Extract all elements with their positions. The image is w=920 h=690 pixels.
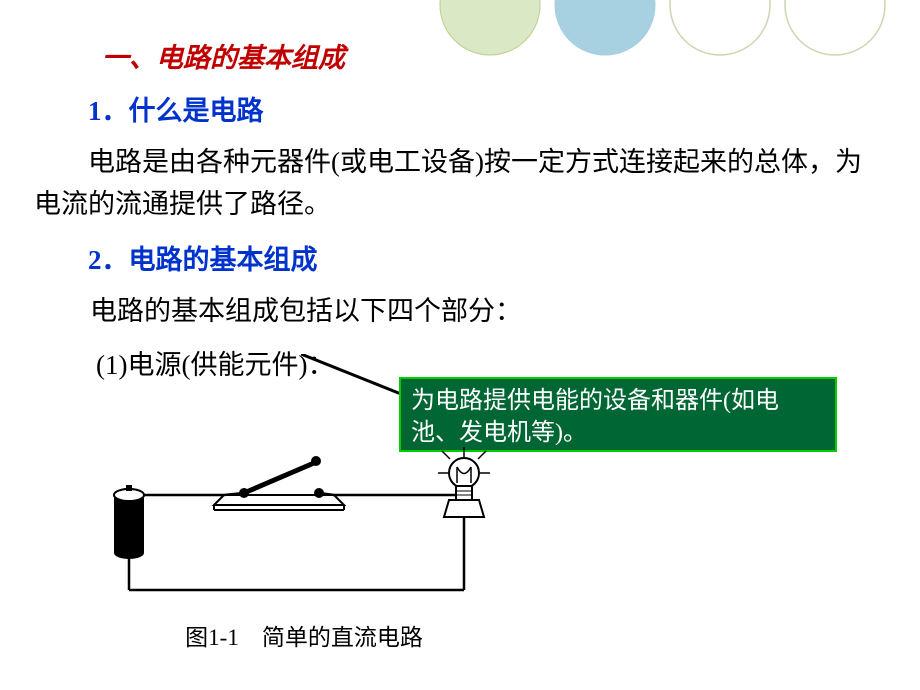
paragraph-1: 电路是由各种元器件(或电工设备)按一定方式连接起来的总体，为电流的流通提供了路径…: [34, 142, 886, 226]
subheading-2-num: 2．: [88, 245, 129, 275]
subheading-1-text: 什么是电路: [129, 96, 264, 126]
subheading-1: 1．什么是电路: [88, 89, 886, 128]
callout-box: 为电路提供电能的设备和器件(如电池、发电机等)。: [399, 377, 837, 452]
subheading-2: 2．电路的基本组成: [88, 238, 886, 277]
lightbulb-icon: [438, 447, 490, 517]
circuit-diagram: [104, 445, 504, 605]
callout-text: 为电路提供电能的设备和器件(如电池、发电机等)。: [411, 388, 779, 446]
figure-caption: 图1-1 简单的直流电路: [104, 618, 504, 652]
battery-icon: [114, 485, 144, 559]
paragraph-2: 电路的基本组成包括以下四个部分：: [90, 291, 886, 333]
slide-content: 一、电路的基本组成 1．什么是电路 电路是由各种元器件(或电工设备)按一定方式连…: [0, 36, 920, 398]
figure-1-1: 图1-1 简单的直流电路: [104, 445, 504, 652]
subheading-2-text: 电路的基本组成: [129, 245, 318, 275]
switch-icon: [214, 456, 344, 510]
subheading-1-num: 1．: [88, 96, 129, 126]
heading-1: 一、电路的基本组成: [102, 36, 886, 75]
